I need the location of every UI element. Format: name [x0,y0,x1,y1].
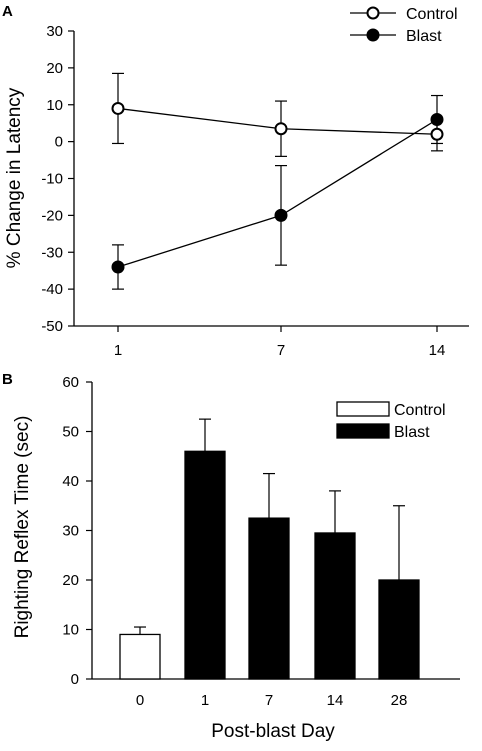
panel-a-point-control [111,101,125,115]
panel-b-letter: B [2,371,13,388]
panel-b-y-tick-label: 40 [62,473,79,490]
panel-a-y-tick-label: 0 [55,134,63,151]
panel-a-y-tick-label: -30 [41,244,63,261]
panel-a-y-axis-title: % Change in Latency [4,87,25,268]
panel-b-x-ticks: 0 1 7 14 28 [136,692,408,709]
panel-a-x-tick-label: 1 [114,342,122,359]
panel-b-bar-day-1 [184,450,226,680]
panel-a-point-blast [274,208,288,222]
panel-b-y-tick-label: 20 [62,572,79,589]
panel-a-legend-label: Blast [406,28,442,45]
panel-b-legend-swatch [336,401,390,417]
panel-a-y-tick-label: -50 [41,318,63,335]
panel-b-x-tick-label: 0 [136,692,144,709]
panel-a-y-tick-label: -40 [41,281,63,298]
panel-b-x-tick-label: 28 [391,692,408,709]
panel-a-series-line-blast [117,118,438,268]
panel-a-legend: Control Blast [350,6,458,45]
panel-b-x-tick-label: 14 [327,692,344,709]
panel-b-bar-day-0 [119,633,161,680]
panel-b-bar-chart: B Righting Reflex Time (sec) Post-blast … [2,371,460,742]
panel-a-y-tick-label: 30 [46,23,63,40]
panel-b-legend-label: Control [394,402,446,419]
panel-a-y-tick-label: -20 [41,207,63,224]
panel-b-legend: Control Blast [336,401,446,441]
panel-a-y-ticks: 30 20 10 0 -10 -20 -30 -40 -50 [41,23,74,335]
panel-a-legend-label: Control [406,6,458,23]
panel-a-legend-marker [366,28,380,42]
panel-a-y-tick-label: -10 [41,171,63,188]
panel-a-x-ticks: 1 7 14 [114,326,446,359]
panel-a-point-control [430,127,444,141]
panel-b-x-axis-title: Post-blast Day [211,721,335,742]
panel-a-x-tick-label: 7 [277,342,285,359]
panel-b-x-tick-label: 1 [201,692,209,709]
panel-b-legend-swatch [336,423,390,439]
panel-a-x-tick-label: 14 [429,342,446,359]
panel-b-y-axis-title: Righting Reflex Time (sec) [12,416,33,639]
panel-b-bar-day-7 [248,517,290,680]
panel-b-y-ticks: 60 50 40 30 20 10 0 [62,374,92,688]
panel-a-point-control [274,122,288,136]
panel-a-line-chart: A % Change in Latency 30 20 10 0 -10 -20 -30 -4… [2,3,469,359]
panel-b-bar-day-14 [314,532,356,680]
panel-a-letter: A [2,3,13,20]
panel-a-y-tick-label: 20 [46,60,63,77]
panel-a-legend-marker [366,6,380,20]
panel-a-y-tick-label: 10 [46,97,63,114]
panel-b-y-tick-label: 60 [62,374,79,391]
panel-b-y-tick-label: 10 [62,622,79,639]
panel-b-y-tick-label: 0 [71,671,79,688]
panel-b-bars [119,418,420,680]
panel-b-x-tick-label: 7 [265,692,273,709]
panel-b-legend-label: Blast [394,424,430,441]
panel-a-point-blast [111,260,125,274]
panel-b-bar-day-28 [378,579,420,680]
panel-a-point-blast [430,113,444,126]
panel-b-y-tick-label: 30 [62,523,79,540]
panel-b-y-tick-label: 50 [62,424,79,441]
panel-a-series [111,72,444,290]
